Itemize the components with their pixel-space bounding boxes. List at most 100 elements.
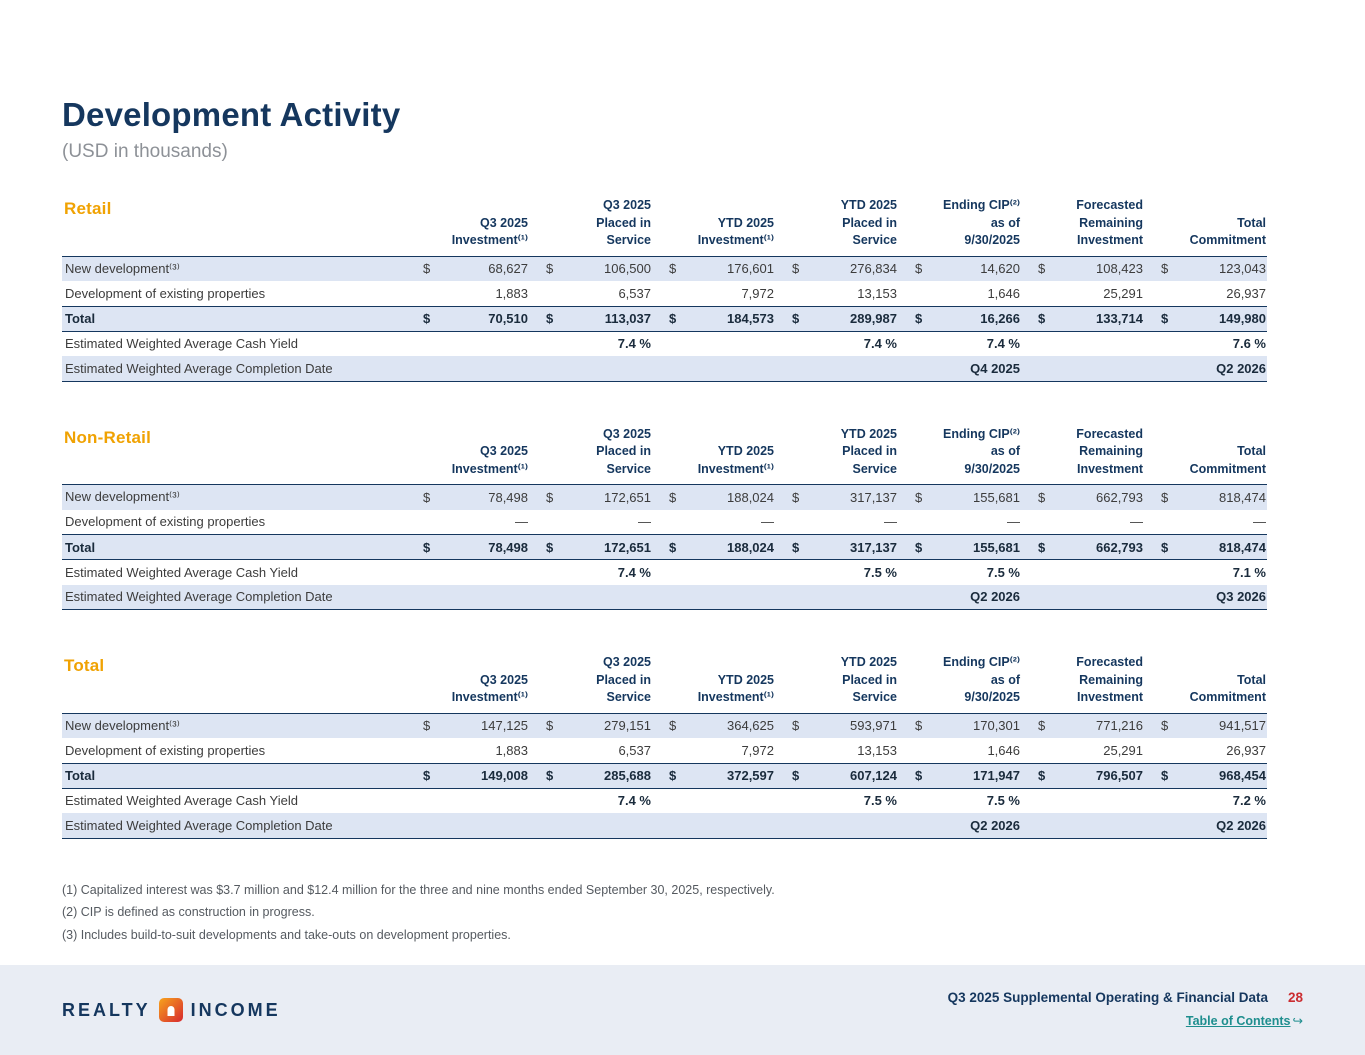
- table-cell: —: [898, 510, 1021, 535]
- table-cell: 7.4 %: [775, 331, 898, 356]
- table-cell: $108,423: [1021, 256, 1144, 281]
- table-cell: 7.4 %: [529, 560, 652, 585]
- table-cell: 6,537: [529, 281, 652, 306]
- footnote-2: (2) CIP is defined as construction in pr…: [62, 901, 1303, 924]
- table-cell: 25,291: [1021, 738, 1144, 763]
- table-cell: Q3 2026: [1144, 585, 1267, 610]
- table-cell: [529, 813, 652, 838]
- column-header: YTD 2025 Placed in Service: [775, 654, 898, 713]
- column-header: Q3 2025 Placed in Service: [529, 654, 652, 713]
- section-title: Retail: [62, 197, 406, 256]
- table-cell: $796,507: [1021, 763, 1144, 788]
- table-cell: 25,291: [1021, 281, 1144, 306]
- column-header: Q3 2025 Investment⁽¹⁾: [406, 426, 529, 485]
- table-cell: 7.5 %: [898, 560, 1021, 585]
- realty-income-logo-icon: [158, 997, 184, 1023]
- table-cell: —: [1144, 510, 1267, 535]
- row-label: Total: [62, 535, 406, 560]
- table-cell: 1,883: [406, 281, 529, 306]
- table-cell: Q2 2026: [1144, 813, 1267, 838]
- table-row: Total$70,510$113,037$184,573$289,987$16,…: [62, 306, 1267, 331]
- table-cell: $941,517: [1144, 713, 1267, 738]
- table-row: Total$149,008$285,688$372,597$607,124$17…: [62, 763, 1267, 788]
- table-cell: 7,972: [652, 738, 775, 763]
- footnote-3: (3) Includes build-to-suit developments …: [62, 924, 1303, 947]
- column-header: Q3 2025 Placed in Service: [529, 426, 652, 485]
- table-cell: $317,137: [775, 485, 898, 510]
- column-header: Total Commitment: [1144, 426, 1267, 485]
- table-cell: [1021, 560, 1144, 585]
- column-header: YTD 2025 Placed in Service: [775, 197, 898, 256]
- table-cell: [1021, 788, 1144, 813]
- column-header: Forecasted Remaining Investment: [1021, 654, 1144, 713]
- table-row: New development⁽³⁾$78,498$172,651$188,02…: [62, 485, 1267, 510]
- table-cell: $133,714: [1021, 306, 1144, 331]
- column-header: Forecasted Remaining Investment: [1021, 426, 1144, 485]
- table-cell: $188,024: [652, 535, 775, 560]
- table-cell: [406, 813, 529, 838]
- column-header: Ending CIP⁽²⁾ as of 9/30/2025: [898, 654, 1021, 713]
- row-label: Total: [62, 763, 406, 788]
- table-cell: $170,301: [898, 713, 1021, 738]
- column-header: Q3 2025 Investment⁽¹⁾: [406, 197, 529, 256]
- table-cell: Q4 2025: [898, 356, 1021, 381]
- non-retail-section: Non-RetailQ3 2025 Investment⁽¹⁾Q3 2025 P…: [62, 426, 1303, 611]
- column-header: YTD 2025 Investment⁽¹⁾: [652, 197, 775, 256]
- row-label: New development⁽³⁾: [62, 485, 406, 510]
- row-label: Development of existing properties: [62, 510, 406, 535]
- logo-text-income: INCOME: [191, 1000, 281, 1021]
- table-cell: $172,651: [529, 485, 652, 510]
- table-cell: $155,681: [898, 485, 1021, 510]
- table-cell: $16,266: [898, 306, 1021, 331]
- table-cell: [652, 331, 775, 356]
- table-cell: 26,937: [1144, 281, 1267, 306]
- column-header: Q3 2025 Placed in Service: [529, 197, 652, 256]
- table-cell: $78,498: [406, 485, 529, 510]
- table-cell: $285,688: [529, 763, 652, 788]
- table-cell: $818,474: [1144, 485, 1267, 510]
- table-cell: $279,151: [529, 713, 652, 738]
- hook-arrow-icon[interactable]: ↪: [1293, 1014, 1303, 1028]
- table-cell: $372,597: [652, 763, 775, 788]
- table-cell: Q2 2026: [1144, 356, 1267, 381]
- table-cell: 13,153: [775, 738, 898, 763]
- table-cell: 7.2 %: [1144, 788, 1267, 813]
- table-cell: [406, 356, 529, 381]
- retail-section: RetailQ3 2025 Investment⁽¹⁾Q3 2025 Place…: [62, 197, 1303, 382]
- table-cell: —: [652, 510, 775, 535]
- table-cell: 26,937: [1144, 738, 1267, 763]
- retail-table: RetailQ3 2025 Investment⁽¹⁾Q3 2025 Place…: [62, 197, 1267, 382]
- table-cell: $188,024: [652, 485, 775, 510]
- column-header: Forecasted Remaining Investment: [1021, 197, 1144, 256]
- header-row: TotalQ3 2025 Investment⁽¹⁾Q3 2025 Placed…: [62, 654, 1267, 713]
- table-cell: [652, 560, 775, 585]
- total-table: TotalQ3 2025 Investment⁽¹⁾Q3 2025 Placed…: [62, 654, 1267, 839]
- table-cell: 1,646: [898, 738, 1021, 763]
- table-cell: $171,947: [898, 763, 1021, 788]
- table-cell: Q2 2026: [898, 585, 1021, 610]
- table-cell: —: [1021, 510, 1144, 535]
- row-label: Estimated Weighted Average Cash Yield: [62, 788, 406, 813]
- table-cell: 7.4 %: [529, 788, 652, 813]
- column-header: YTD 2025 Investment⁽¹⁾: [652, 426, 775, 485]
- table-cell: [652, 788, 775, 813]
- table-cell: [775, 356, 898, 381]
- footer-toc-line: Table of Contents↪: [948, 1012, 1303, 1030]
- column-header: Ending CIP⁽²⁾ as of 9/30/2025: [898, 197, 1021, 256]
- table-cell: —: [775, 510, 898, 535]
- table-cell: $968,454: [1144, 763, 1267, 788]
- table-cell: [1021, 356, 1144, 381]
- table-cell: [529, 585, 652, 610]
- table-cell: [652, 356, 775, 381]
- total-section: TotalQ3 2025 Investment⁽¹⁾Q3 2025 Placed…: [62, 654, 1303, 839]
- toc-link[interactable]: Table of Contents: [1186, 1014, 1291, 1028]
- table-cell: 7.4 %: [898, 331, 1021, 356]
- table-cell: 7.5 %: [898, 788, 1021, 813]
- section-title: Total: [62, 654, 406, 713]
- table-cell: $147,125: [406, 713, 529, 738]
- row-label: Estimated Weighted Average Completion Da…: [62, 356, 406, 381]
- table-cell: 7.4 %: [529, 331, 652, 356]
- table-row: Development of existing properties——————…: [62, 510, 1267, 535]
- column-header: Total Commitment: [1144, 197, 1267, 256]
- column-header: Q3 2025 Investment⁽¹⁾: [406, 654, 529, 713]
